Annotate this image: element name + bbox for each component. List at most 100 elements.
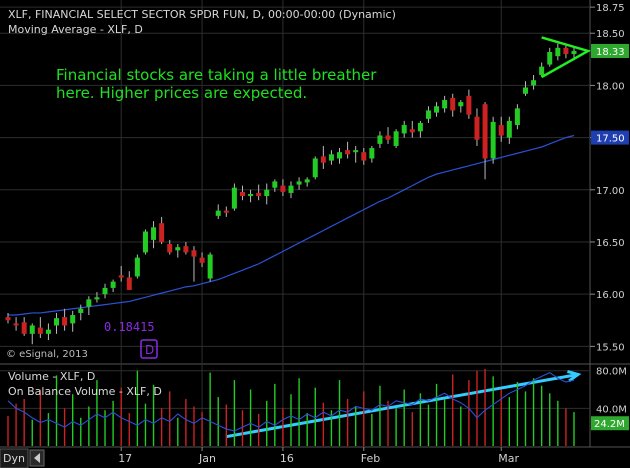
candle-body: [5, 317, 11, 321]
candle-body: [409, 129, 415, 133]
candle-body: [183, 246, 189, 253]
candle: [70, 310, 76, 332]
price-axis: 18.75 18.50 18.00 17.50 17.00 16.50 16.00 15.50…: [590, 3, 629, 431]
candle-body: [531, 80, 537, 86]
current-price-tag-text: 18.33: [596, 47, 625, 58]
candle-body: [280, 185, 286, 192]
date-tick-label: Mar: [498, 452, 519, 465]
candle: [223, 206, 229, 217]
candle: [450, 93, 456, 117]
candle: [490, 116, 496, 164]
candle: [37, 317, 43, 338]
annotation-line-1: Financial stocks are taking a little bre…: [56, 66, 377, 84]
candle-body: [571, 50, 577, 55]
current-price-tag: 18.33: [591, 43, 629, 58]
candle-body: [353, 150, 359, 153]
candle: [29, 323, 35, 345]
candle: [183, 241, 189, 255]
candle: [458, 100, 464, 113]
svg-text:D: D: [145, 343, 154, 357]
obv-line: [7, 371, 575, 432]
candle-body: [555, 47, 561, 57]
candle-body: [134, 257, 140, 277]
candle-body: [70, 315, 76, 324]
candle: [159, 216, 165, 245]
candle-body: [522, 87, 528, 94]
candle: [425, 106, 431, 123]
candle: [345, 141, 351, 159]
candle-body: [215, 210, 221, 216]
candle-body: [345, 150, 351, 155]
candle-body: [393, 131, 399, 146]
obv-tag-text: 24.2M: [594, 419, 625, 430]
candle-body: [296, 181, 302, 185]
candle-body: [539, 66, 545, 75]
dyn-button[interactable]: Dyn: [0, 448, 29, 468]
current-price-tag-bg: [591, 43, 629, 58]
candle-body: [320, 156, 326, 163]
candle-body: [118, 275, 124, 278]
candle-body: [256, 192, 262, 197]
candle-body: [78, 308, 84, 313]
candle: [280, 179, 286, 197]
candle-body: [312, 158, 318, 178]
candle-body: [110, 281, 116, 288]
candle: [320, 145, 326, 169]
candle-body: [231, 187, 237, 209]
volume-tick-label: 80.0M: [596, 367, 627, 378]
candle-body: [21, 322, 27, 334]
candle-body: [337, 152, 343, 159]
candle: [199, 252, 205, 268]
copyright-text: © eSignal, 2013: [6, 349, 88, 360]
candle-body: [223, 210, 229, 213]
price-tick-label: 16.50: [596, 238, 625, 249]
candle-body: [514, 108, 520, 126]
candle-body: [264, 189, 270, 197]
candle-body: [62, 317, 68, 326]
candle: [531, 74, 537, 90]
candle-body: [498, 125, 504, 136]
candle: [54, 312, 60, 334]
candle-body: [29, 325, 35, 334]
candle: [555, 43, 561, 61]
candle: [442, 95, 448, 113]
candle-body: [175, 247, 181, 251]
grid: [0, 0, 630, 448]
candle: [167, 239, 173, 255]
dyn-button-label: Dyn: [3, 452, 25, 465]
candle-body: [563, 47, 569, 55]
volume-layer: [7, 368, 575, 446]
annotation-line-2: here. Higher prices are expected.: [56, 84, 307, 102]
event-marker-icon[interactable]: D: [140, 339, 158, 359]
candle-body: [458, 102, 464, 107]
candle: [409, 120, 415, 138]
scroll-left-icon[interactable]: [29, 449, 45, 467]
candle: [401, 120, 407, 138]
candle: [13, 317, 19, 331]
candle-body: [167, 244, 173, 253]
candle-body: [207, 254, 213, 279]
obv-trendline-arrowhead: [567, 370, 582, 383]
candle-body: [490, 121, 496, 159]
candle-body: [239, 191, 245, 197]
candle: [272, 179, 278, 192]
candle: [134, 254, 140, 279]
candle-body: [506, 120, 512, 138]
candle: [110, 279, 116, 293]
candle: [369, 145, 375, 163]
candle-body: [369, 148, 375, 159]
candle-body: [37, 327, 43, 334]
moving-average-tag: 17.50: [591, 130, 629, 145]
candle-body: [547, 52, 553, 65]
price-tick-label: 17.00: [596, 186, 625, 197]
candle: [434, 102, 440, 117]
candle-body: [474, 116, 480, 140]
price-tick-label: 16.00: [596, 290, 625, 301]
candle: [312, 156, 318, 180]
moving-average-tag-text: 17.50: [596, 134, 625, 145]
candle: [539, 62, 545, 78]
candle: [86, 296, 92, 316]
date-tick-label: Jan: [198, 452, 216, 465]
candle: [547, 47, 553, 67]
candle-body: [126, 277, 132, 290]
